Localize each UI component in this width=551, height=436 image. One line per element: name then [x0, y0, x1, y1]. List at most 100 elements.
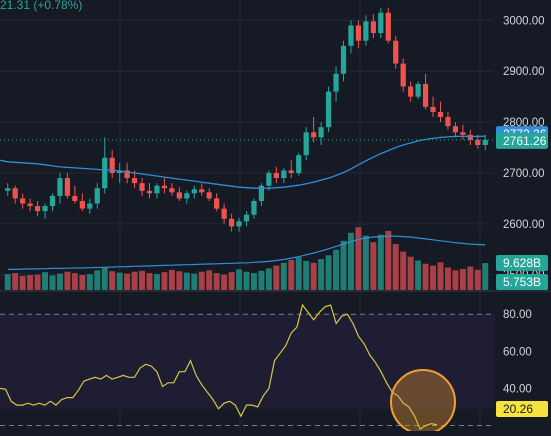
- candle-body: [460, 132, 466, 135]
- candle-body: [27, 203, 33, 207]
- volume-bar: [325, 255, 332, 290]
- price-axis-tick: 2900.00: [503, 66, 545, 78]
- price-axis-tick: 2700.00: [503, 168, 545, 180]
- candle-body: [288, 170, 294, 173]
- volume-bar: [400, 251, 407, 290]
- candle-body: [228, 218, 235, 227]
- candle-body: [117, 170, 123, 173]
- candle-body: [184, 193, 190, 199]
- rsi-panel: [0, 303, 493, 430]
- rsi-axis-tick: 60.00: [503, 346, 532, 358]
- candle-body: [408, 86, 414, 97]
- candle-body: [363, 21, 369, 41]
- candle-body: [72, 195, 78, 201]
- candle-body: [385, 12, 391, 41]
- volume-bar: [56, 273, 63, 290]
- volume-last-badge: 5.753B: [503, 275, 541, 289]
- candle-body: [20, 198, 26, 204]
- price-moving-average-line: [0, 135, 486, 189]
- volume-bar: [79, 275, 86, 290]
- price-axis-tick: 2600.00: [503, 219, 545, 231]
- candle-body: [311, 132, 317, 138]
- volume-bar: [407, 256, 414, 290]
- volume-bar: [183, 272, 190, 290]
- volume-bar: [153, 274, 160, 290]
- volume-bar: [474, 269, 481, 290]
- volume-bar: [370, 242, 377, 290]
- volume-ma-badge-bg: [496, 255, 548, 271]
- volume-moving-average-line: [7, 235, 486, 270]
- volume-bar: [265, 268, 272, 290]
- volume-bar: [86, 274, 93, 290]
- candle-body: [214, 198, 220, 209]
- candle-body: [199, 189, 205, 193]
- volume-bar: [273, 265, 280, 290]
- candle-body: [437, 111, 444, 118]
- candle-body: [296, 155, 302, 173]
- volume-bar: [176, 271, 183, 290]
- volume-bar: [213, 273, 220, 290]
- candle-body: [49, 195, 56, 207]
- candle-body: [169, 188, 175, 193]
- volume-bar: [288, 260, 295, 290]
- volume-bar: [191, 273, 198, 290]
- rsi-band: [0, 314, 495, 409]
- candle-body: [318, 127, 324, 138]
- candle-body: [303, 132, 309, 156]
- volume-bar: [168, 269, 175, 290]
- candle-body: [79, 200, 85, 209]
- rsi-value-badge: 20.26: [503, 402, 533, 416]
- price-axis-tick: 2800.00: [503, 117, 545, 129]
- candle-body: [475, 139, 481, 145]
- volume-bar: [415, 260, 422, 290]
- highlight-circle: [390, 369, 456, 435]
- volume-bar: [430, 265, 437, 290]
- volume-bar: [27, 275, 34, 290]
- volume-bar: [109, 271, 116, 290]
- candle-body: [482, 139, 488, 145]
- volume-bar: [124, 273, 131, 290]
- candle-body: [452, 126, 459, 133]
- volume-bar: [4, 274, 11, 290]
- candle-body: [467, 134, 473, 140]
- volume-bar: [392, 244, 399, 290]
- price-change-label: 21.31 (+0.78%): [0, 0, 83, 12]
- candle-body: [273, 172, 279, 179]
- candle-body: [124, 170, 130, 179]
- candle-body: [102, 157, 108, 189]
- volume-bar: [347, 232, 354, 290]
- candle-body: [64, 178, 71, 196]
- volume-bar: [482, 263, 489, 290]
- volume-last-badge-bg: [496, 274, 548, 290]
- candle-body: [422, 83, 429, 107]
- volume-bar: [250, 273, 257, 290]
- candle-body: [5, 188, 11, 191]
- volume-bar: [34, 274, 41, 290]
- volume-bar: [139, 270, 146, 290]
- candle-body: [400, 63, 406, 87]
- volume-bar: [12, 273, 19, 290]
- candle-body: [266, 172, 272, 186]
- volume-bar: [444, 267, 451, 290]
- candle-body: [146, 190, 153, 194]
- volume-bar: [71, 273, 78, 290]
- candle-body: [131, 178, 138, 184]
- volume-bar: [131, 271, 138, 290]
- candle-body: [42, 206, 48, 212]
- indicator-lines: [0, 135, 493, 270]
- volume-bar: [94, 270, 101, 290]
- rsi-axis-tick: 40.00: [503, 383, 532, 395]
- candle-body: [206, 192, 212, 199]
- volume-bar: [459, 268, 466, 290]
- candle-body: [87, 203, 93, 209]
- candle-body: [340, 45, 347, 74]
- volume-bar: [206, 270, 213, 290]
- candle-body: [348, 25, 354, 46]
- volume-bar: [198, 271, 205, 290]
- rsi-axis-tick: 80.00: [503, 309, 532, 321]
- volume-bar: [452, 270, 459, 290]
- volume-bar: [362, 235, 369, 290]
- candle-body: [154, 185, 160, 194]
